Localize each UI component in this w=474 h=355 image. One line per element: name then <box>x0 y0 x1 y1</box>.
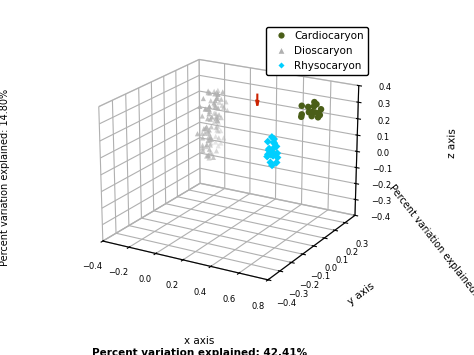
Text: Percent variation explained: 42.41%: Percent variation explained: 42.41% <box>91 348 307 355</box>
Text: x axis: x axis <box>184 336 214 346</box>
Text: Percent variation explained: 16.31%: Percent variation explained: 16.31% <box>387 183 474 328</box>
Legend: Cardiocaryon, Dioscaryon, Rhysocaryon: Cardiocaryon, Dioscaryon, Rhysocaryon <box>266 27 368 75</box>
Y-axis label: y axis: y axis <box>346 281 376 307</box>
Text: Percent variation explained: 14.80%: Percent variation explained: 14.80% <box>0 89 10 266</box>
